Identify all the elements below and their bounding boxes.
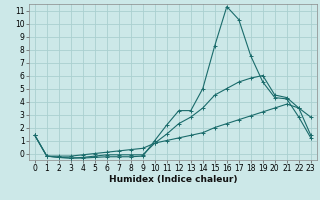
X-axis label: Humidex (Indice chaleur): Humidex (Indice chaleur) — [108, 175, 237, 184]
